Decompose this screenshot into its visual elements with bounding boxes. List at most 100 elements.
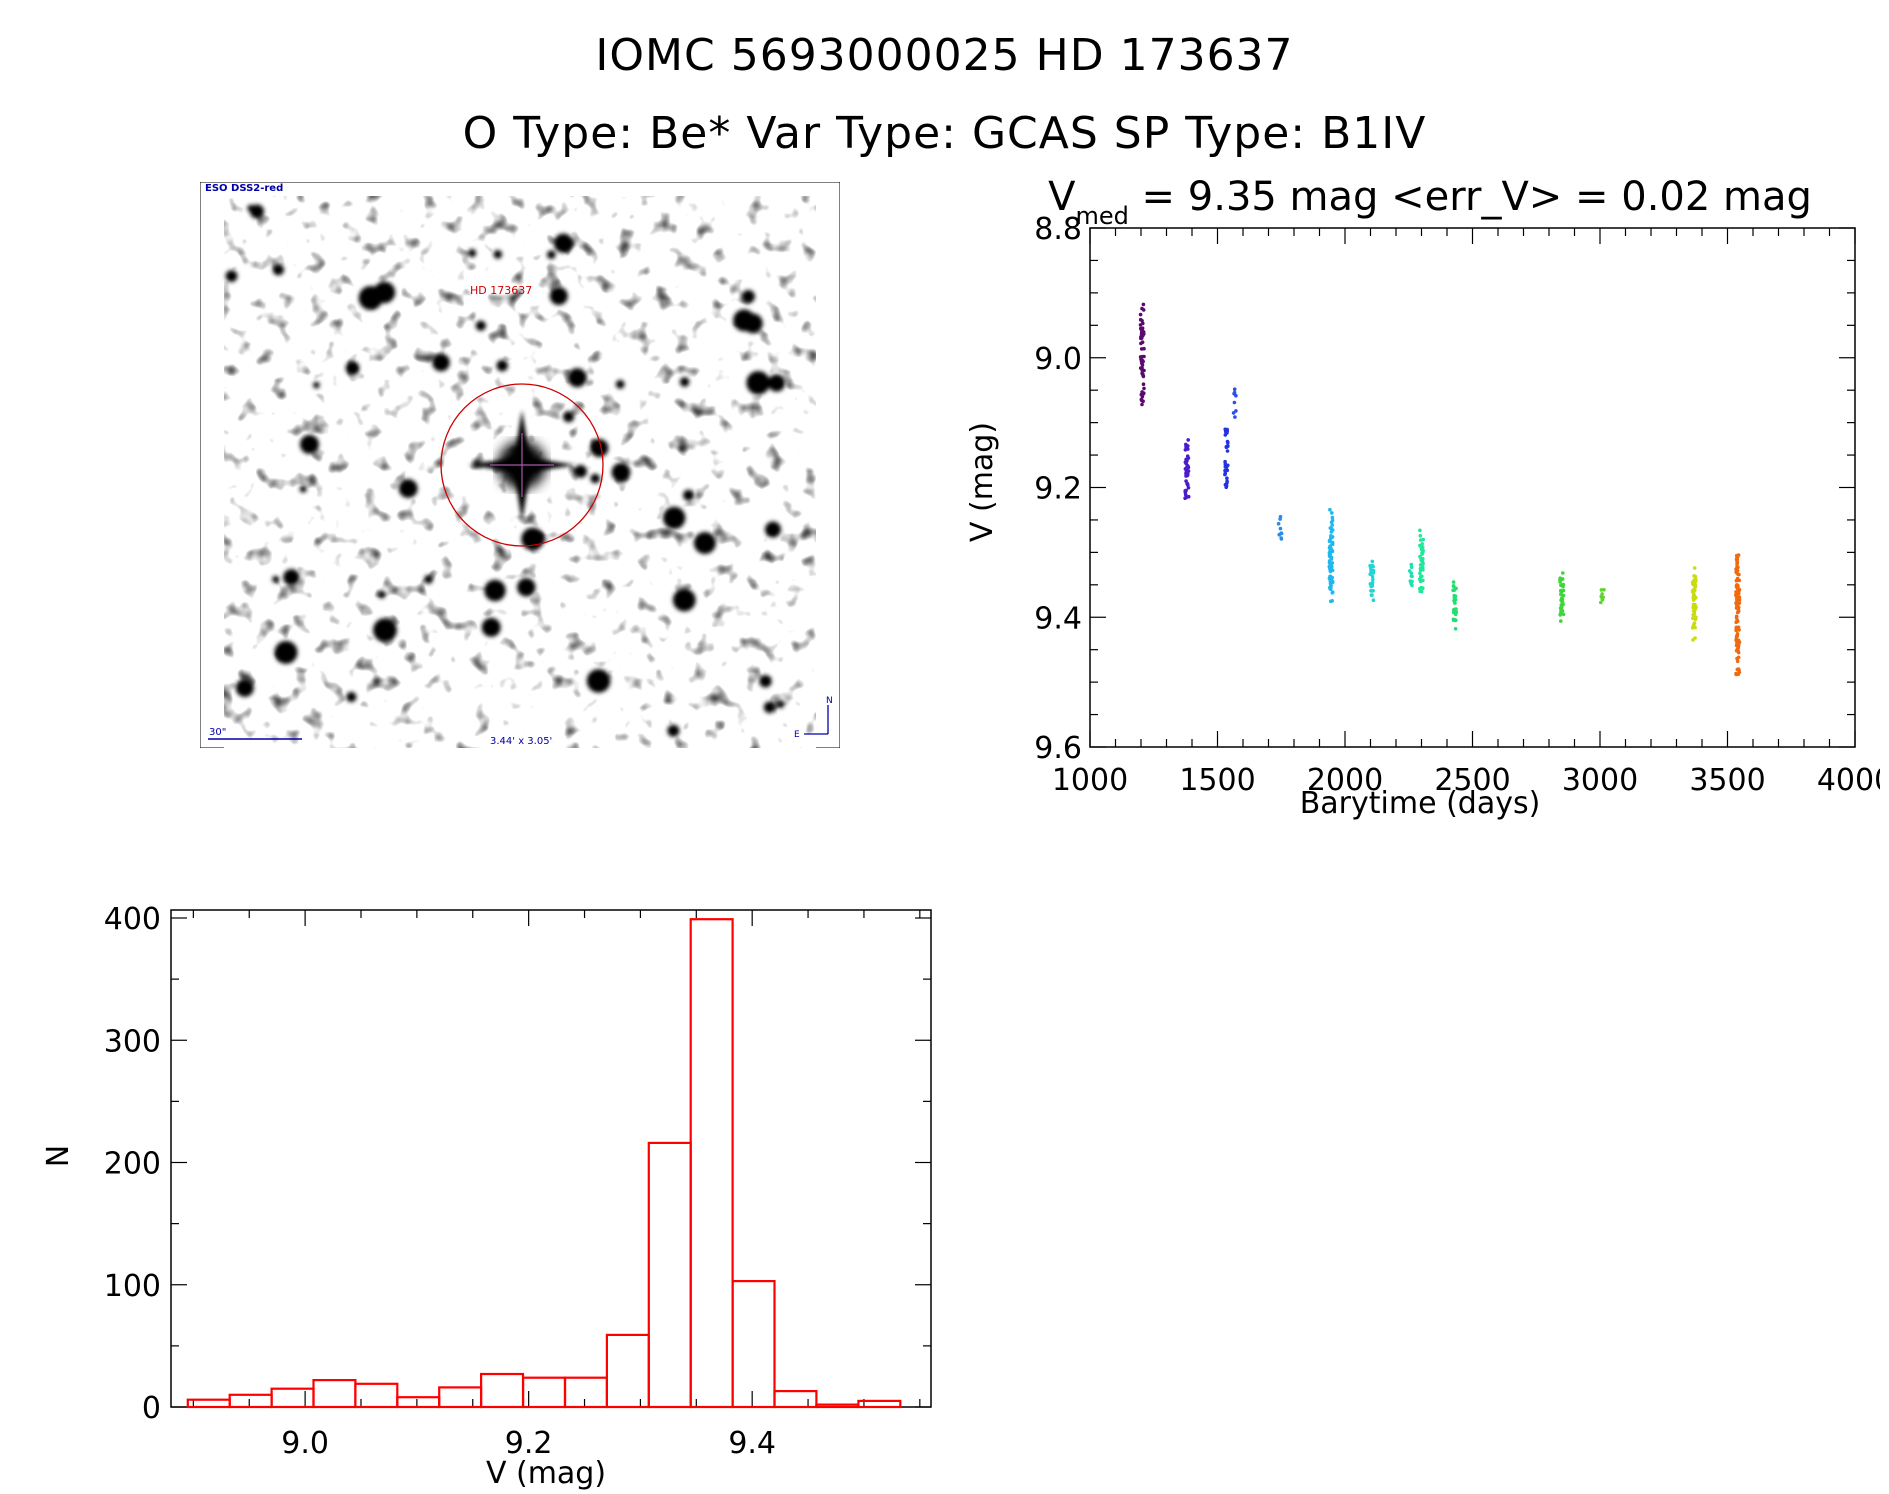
field-star bbox=[493, 250, 503, 259]
lightcurve-point bbox=[1184, 467, 1189, 471]
field-star bbox=[386, 625, 394, 633]
histogram-ytick-label: 300 bbox=[104, 1024, 161, 1059]
lightcurve-point bbox=[1371, 571, 1376, 575]
lightcurve-point bbox=[1141, 382, 1146, 386]
field-star bbox=[517, 578, 536, 597]
lightcurve-point bbox=[1223, 433, 1228, 437]
field-star bbox=[346, 691, 357, 703]
lightcurve-point bbox=[1140, 402, 1144, 407]
field-star bbox=[300, 434, 319, 454]
histogram-panel: 9.0 9.2 9.4 0 100 200 300 400 V (mag) N bbox=[40, 870, 960, 1491]
field-star bbox=[345, 361, 360, 375]
field-star bbox=[373, 618, 397, 642]
lightcurve-point bbox=[1141, 399, 1145, 403]
lightcurve-point bbox=[1330, 515, 1335, 520]
lightcurve-point bbox=[1558, 576, 1562, 580]
field-star bbox=[283, 569, 300, 586]
lightcurve-ytick-label: 9.6 bbox=[1034, 731, 1082, 766]
object-label: HD 173637 bbox=[470, 284, 532, 297]
lightcurve-point bbox=[1330, 591, 1335, 595]
lightcurve-point bbox=[1140, 359, 1145, 363]
field-star bbox=[763, 701, 776, 714]
lightcurve-point bbox=[1558, 611, 1563, 616]
lightcurve-point bbox=[1692, 605, 1697, 609]
lightcurve-point bbox=[1736, 625, 1741, 630]
lightcurve-point bbox=[1232, 390, 1237, 395]
lightcurve-point bbox=[1184, 488, 1188, 493]
lightcurve-point bbox=[1139, 392, 1144, 397]
lightcurve-point bbox=[1233, 415, 1237, 419]
lightcurve-xtick-label: 2500 bbox=[1434, 763, 1510, 798]
lightcurve-point bbox=[1734, 628, 1738, 632]
field-star bbox=[358, 286, 383, 310]
lightcurve-point bbox=[1329, 579, 1334, 583]
lightcurve-point bbox=[1225, 439, 1230, 444]
lightcurve-point bbox=[1138, 312, 1143, 317]
field-star bbox=[424, 575, 433, 584]
lightcurve-point bbox=[1370, 563, 1375, 568]
lightcurve-point bbox=[1561, 571, 1565, 575]
field-star bbox=[765, 521, 781, 538]
lightcurve-point bbox=[1278, 526, 1283, 531]
field-star bbox=[432, 353, 450, 372]
lightcurve-point bbox=[1141, 302, 1146, 307]
lightcurve-ytick-label: 9.4 bbox=[1034, 601, 1082, 636]
lightcurve-point bbox=[1418, 554, 1422, 559]
lightcurve-point bbox=[1232, 387, 1237, 391]
lightcurve-point bbox=[1418, 571, 1422, 575]
lightcurve-point bbox=[1419, 589, 1424, 594]
histogram-chart: 9.0 9.2 9.4 0 100 200 300 400 V (mag) N bbox=[41, 902, 932, 1491]
lightcurve-point bbox=[1418, 577, 1422, 581]
histogram-ytick-label: 0 bbox=[142, 1391, 161, 1426]
lightcurve-point bbox=[1232, 400, 1237, 405]
field-star bbox=[590, 438, 609, 458]
lightcurve-point bbox=[1734, 590, 1738, 594]
field-star bbox=[272, 575, 279, 583]
lightcurve-point bbox=[1186, 438, 1190, 442]
lightcurve-point bbox=[1407, 569, 1412, 573]
lightcurve-point bbox=[1225, 429, 1229, 434]
lightcurve-point bbox=[1330, 575, 1334, 580]
lightcurve-point bbox=[1558, 580, 1562, 584]
lightcurve-point bbox=[1420, 552, 1424, 556]
histogram-ytick-label: 400 bbox=[104, 902, 161, 937]
lightcurve-point bbox=[1142, 386, 1146, 391]
lightcurve-point bbox=[1418, 563, 1423, 567]
lightcurve-point bbox=[1138, 366, 1143, 370]
lightcurve-point bbox=[1559, 583, 1563, 587]
field-star bbox=[225, 270, 238, 282]
lightcurve-point bbox=[1371, 577, 1375, 582]
field-star bbox=[563, 411, 575, 423]
field-star bbox=[398, 479, 418, 498]
lightcurve-point bbox=[1186, 486, 1191, 490]
lightcurve-point bbox=[1734, 553, 1739, 558]
field-star bbox=[481, 617, 501, 637]
lightcurve-point bbox=[1451, 580, 1456, 584]
lightcurve-point bbox=[1559, 588, 1563, 593]
lightcurve-point bbox=[1139, 347, 1144, 351]
field-star bbox=[667, 724, 680, 737]
field-star bbox=[299, 485, 307, 493]
lightcurve-ytick-label: 9.0 bbox=[1034, 342, 1082, 377]
lightcurve-point bbox=[1735, 605, 1739, 609]
histogram-bar bbox=[773, 1389, 818, 1409]
field-star bbox=[235, 678, 254, 697]
lightcurve-point bbox=[1561, 612, 1566, 617]
lightcurve-point bbox=[1734, 671, 1738, 676]
histogram-ytick-label: 100 bbox=[104, 1269, 161, 1304]
lightcurve-point bbox=[1692, 566, 1697, 570]
field-star bbox=[553, 233, 573, 253]
histogram-bar bbox=[438, 1386, 483, 1409]
lightcurve-point bbox=[1692, 621, 1697, 625]
lightcurve-point bbox=[1454, 610, 1458, 614]
histogram-bar bbox=[647, 1141, 692, 1409]
lightcurve-point bbox=[1138, 326, 1143, 331]
lightcurve-point bbox=[1226, 444, 1230, 449]
field-star bbox=[683, 489, 695, 501]
histogram-xtick-label: 9.0 bbox=[281, 1426, 329, 1461]
lightcurve-point bbox=[1735, 618, 1739, 622]
field-star bbox=[777, 701, 785, 709]
field-star bbox=[663, 506, 686, 530]
lightcurve-point bbox=[1140, 336, 1144, 340]
histogram-bar bbox=[312, 1379, 357, 1409]
